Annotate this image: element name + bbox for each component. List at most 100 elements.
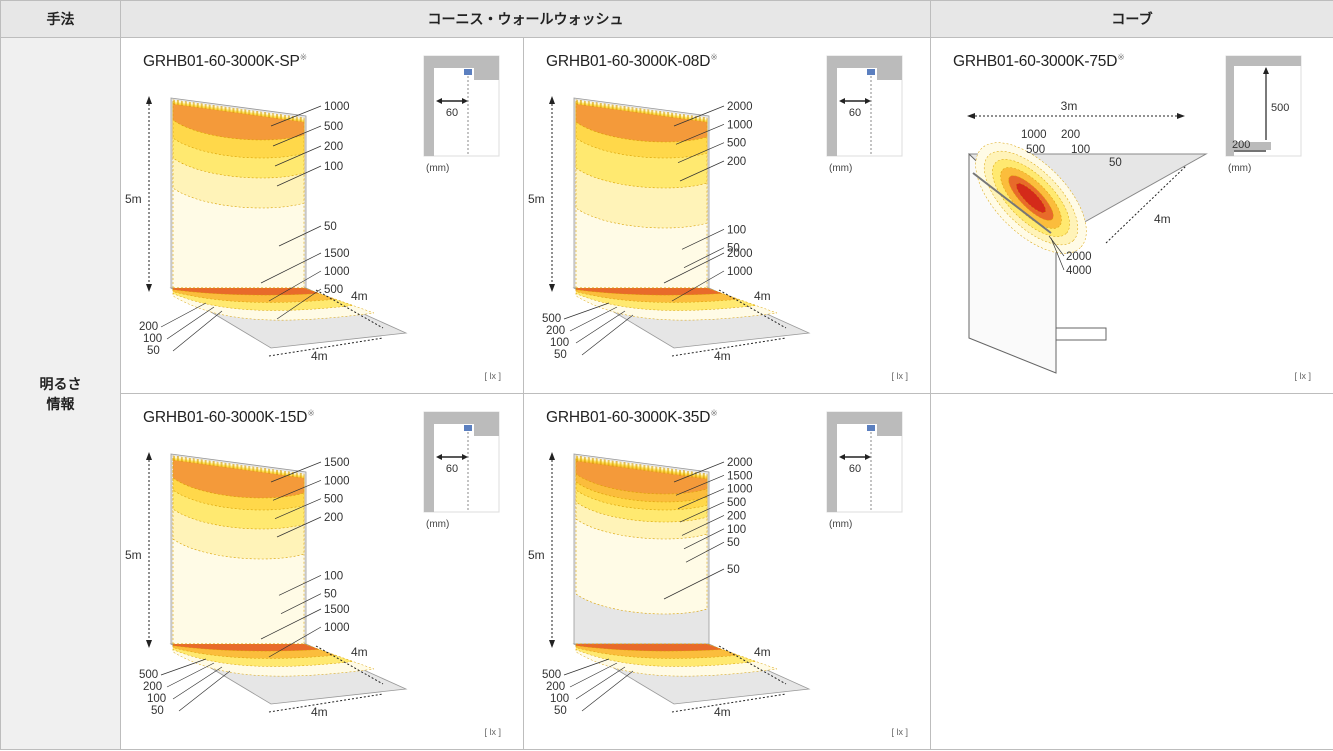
leader-line (581, 670, 634, 712)
contour-label: 1000 (324, 622, 350, 634)
diagram-cell-1: GRHB01-60-3000K-SP※ 5m 4m 4m 1000 500 200 100 5… (120, 37, 524, 394)
contour-label: 100 (324, 161, 343, 173)
contour-label: 50 (147, 345, 160, 357)
arrow-up-icon (146, 452, 152, 460)
depth-dimension (718, 645, 787, 685)
arrow-icon (865, 454, 871, 460)
illuminance-diagram: 5m4m4m1000500200100501500100050020010050… (125, 55, 500, 363)
leader-line (172, 310, 223, 352)
arrow-icon (839, 454, 845, 460)
leader-line (681, 515, 725, 536)
depth-label: 4m (754, 289, 771, 303)
contour-label: 1000 (727, 484, 753, 496)
contour-label: 200 (727, 156, 746, 168)
arrow-right-icon (1177, 113, 1185, 119)
inset-luminaire (464, 69, 472, 75)
contour-label: 100 (147, 693, 166, 705)
leader-line (671, 270, 725, 302)
model-title: GRHB01-60-3000K-35D※ (546, 408, 718, 427)
inset-cornice (474, 424, 499, 436)
contour-label: 50 (554, 349, 567, 361)
inset-dimension-label: 60 (849, 463, 861, 475)
arrow-up-icon (549, 96, 555, 104)
inset-ceiling (827, 412, 902, 424)
leader-line (581, 314, 634, 356)
floor-contour (575, 643, 723, 652)
depth-dimension (315, 645, 384, 685)
contour-band (1015, 182, 1047, 214)
header-cornice: コーニス・ウォールウォッシュ (120, 0, 931, 38)
depth-dimension (718, 289, 787, 329)
contour-label: 200 (143, 681, 162, 693)
height-label: 5m (528, 192, 545, 206)
leader-line (675, 124, 725, 145)
mm-unit: (mm) (829, 163, 852, 174)
leader-line (278, 225, 322, 247)
brightness-row-1: 明るさ 情報 GRHB01-60-3000K-SP※ 5m 4m 4m 1000 500… (0, 37, 1333, 750)
contour-label: 1000 (1021, 129, 1047, 141)
width-label: 4m (311, 349, 328, 363)
model-title: GRHB01-60-3000K-75D※ (953, 52, 1125, 71)
contour-label: 100 (143, 333, 162, 345)
contour-label: 50 (324, 589, 337, 601)
contour-label: 100 (550, 693, 569, 705)
contour-label: 4000 (1066, 265, 1092, 277)
width-label: 3m (1061, 99, 1078, 113)
contour-label: 50 (1109, 157, 1122, 169)
lx-unit: [ lx ] (484, 727, 501, 737)
inset-wall (424, 56, 434, 156)
width-dimension (268, 337, 384, 357)
arrow-icon (865, 98, 871, 104)
depth-label: 4m (754, 645, 771, 659)
leader-line (563, 302, 610, 320)
arrow-down-icon (549, 640, 555, 648)
contour-label: 100 (727, 224, 746, 236)
row-label: 明るさ 情報 (0, 37, 121, 750)
contour-label: 1000 (727, 266, 753, 278)
header-method: 手法 (0, 0, 121, 38)
leader-line (685, 541, 725, 563)
contour-label: 500 (324, 494, 343, 506)
diagram-cell-4: GRHB01-60-3000K-15D※ 5m 4m 4m 1500 1000 500 20… (120, 393, 524, 750)
inset-wall (827, 412, 837, 512)
contour-band (575, 103, 708, 143)
arrow-icon (436, 454, 442, 460)
cove-ledge (1055, 327, 1107, 341)
leader-line (673, 461, 725, 483)
inset-ceiling (424, 56, 499, 68)
contour-band (172, 459, 305, 499)
leader-line (575, 666, 626, 700)
contour-label: 50 (727, 564, 740, 576)
inset-cornice (877, 424, 902, 436)
width-dimension (671, 693, 787, 713)
model-title: GRHB01-60-3000K-15D※ (143, 408, 315, 427)
depth-dimension (1105, 165, 1187, 244)
arrow-icon (1263, 67, 1269, 74)
contour-label: 500 (542, 313, 561, 325)
row-label-line-2: 情報 (46, 395, 75, 412)
leader-line (166, 662, 215, 688)
mm-unit: (mm) (829, 519, 852, 530)
inset-luminaire (867, 425, 875, 431)
leader-line (278, 575, 322, 596)
height-label: 5m (528, 548, 545, 562)
leader-line (679, 501, 725, 523)
leader-line (679, 160, 725, 182)
contour-label: 2000 (727, 248, 753, 260)
leader-line (1050, 237, 1065, 271)
contour-band (575, 460, 708, 495)
depth-label: 4m (351, 289, 368, 303)
contour-label: 500 (542, 669, 561, 681)
leader-line (276, 288, 322, 320)
contour-label: 100 (324, 570, 343, 582)
diagram-cell-5: GRHB01-60-3000K-35D※ 5m 4m 4m 2000 1500 1000 5… (523, 393, 931, 750)
lx-unit: [ lx ] (891, 727, 908, 737)
leader-line (663, 252, 725, 284)
arrow-up-icon (146, 96, 152, 104)
inset-cornice (474, 68, 499, 80)
contour-label: 100 (727, 524, 746, 536)
contour-label: 200 (324, 141, 343, 153)
cove-slot (972, 172, 1052, 234)
contour-label: 50 (324, 221, 337, 233)
contour-label: 1500 (324, 248, 350, 260)
